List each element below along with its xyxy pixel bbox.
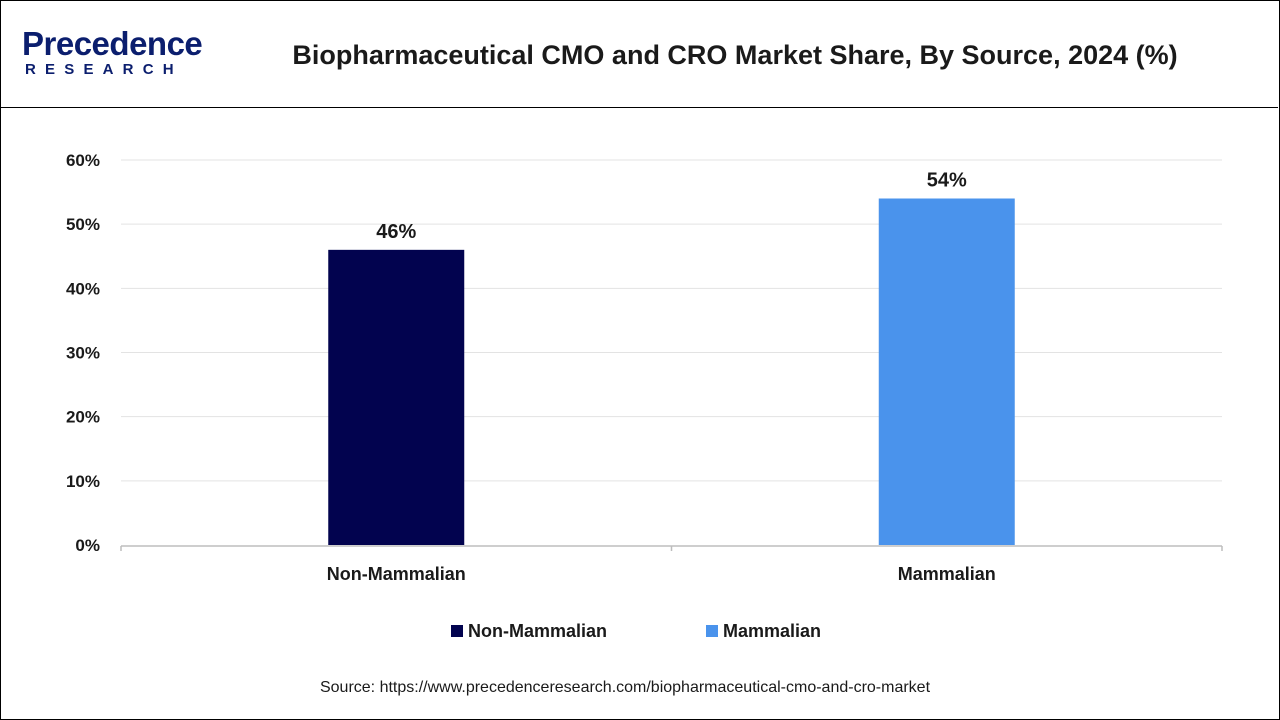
source-note: Source: https://www.precedenceresearch.c… [319, 679, 931, 696]
legend-swatch-non-mammalian [451, 625, 463, 637]
brand-name: Precedence [22, 25, 203, 62]
legend-item-non-mammalian: Non-Mammalian [451, 619, 607, 643]
legend-label-mammalian: Mammalian [723, 620, 822, 641]
y-tick-label: 50% [66, 215, 100, 234]
brand-sub: RESEARCH [25, 61, 183, 78]
y-tick-label: 10% [66, 472, 100, 491]
legend-item-mammalian: Mammalian [706, 619, 821, 643]
bar [328, 249, 465, 546]
brand-logo: Precedence RESEARCH [22, 26, 212, 82]
y-tick-label: 20% [66, 408, 100, 427]
y-tick-label: 40% [66, 279, 100, 298]
legend-label-non-mammalian: Non-Mammalian [468, 620, 608, 641]
data-label: 46% [376, 221, 416, 243]
y-tick-label: 0% [75, 536, 100, 555]
legend: Non-Mammalian Mammalian [0, 619, 1280, 643]
legend-swatch-mammalian [706, 625, 718, 637]
x-tick-label: Non-Mammalian [327, 564, 466, 584]
chart-title: Biopharmaceutical CMO and CRO Market Sha… [292, 40, 1178, 70]
header: Precedence RESEARCH Biopharmaceutical CM… [0, 0, 1278, 108]
y-tick-label: 30% [66, 344, 100, 363]
x-tick-label: Mammalian [898, 564, 996, 584]
chart-plot: 0% 10% 20% 30% 40% 50% 60% 46% Non-Mammalian 54% M… [66, 151, 1223, 584]
y-tick-label: 60% [66, 151, 100, 170]
data-label: 54% [927, 170, 967, 192]
bar [878, 198, 1015, 545]
